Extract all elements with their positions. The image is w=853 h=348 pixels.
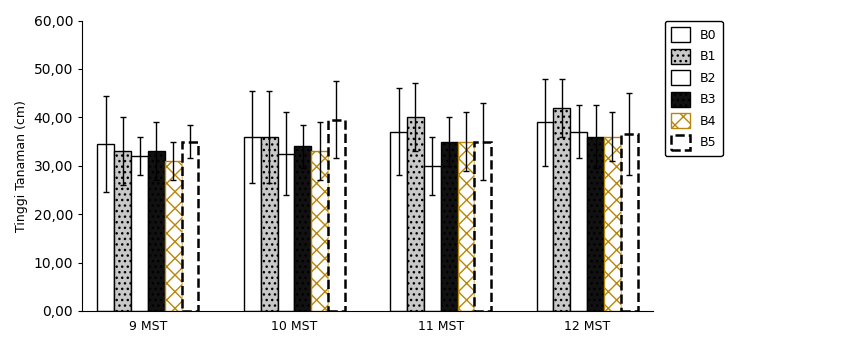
Bar	[148, 151, 165, 311]
Bar	[536, 122, 553, 311]
Bar	[165, 161, 182, 311]
Y-axis label: Tinggi Tanaman (cm): Tinggi Tanaman (cm)	[15, 100, 28, 232]
Bar	[620, 134, 637, 311]
Bar	[407, 117, 423, 311]
Bar	[131, 156, 148, 311]
Bar	[390, 132, 407, 311]
Bar	[114, 151, 131, 311]
Bar	[310, 151, 328, 311]
Bar	[570, 132, 586, 311]
Bar	[553, 108, 570, 311]
Bar	[603, 137, 620, 311]
Bar	[473, 142, 490, 311]
Bar	[277, 153, 294, 311]
Bar	[586, 137, 603, 311]
Bar	[260, 137, 277, 311]
Legend: B0, B1, B2, B3, B4, B5: B0, B1, B2, B3, B4, B5	[664, 21, 722, 156]
Bar	[182, 142, 198, 311]
Bar	[440, 142, 457, 311]
Bar	[294, 147, 310, 311]
Bar	[97, 144, 114, 311]
Bar	[328, 120, 345, 311]
Bar	[457, 142, 473, 311]
Bar	[423, 166, 440, 311]
Bar	[244, 137, 260, 311]
